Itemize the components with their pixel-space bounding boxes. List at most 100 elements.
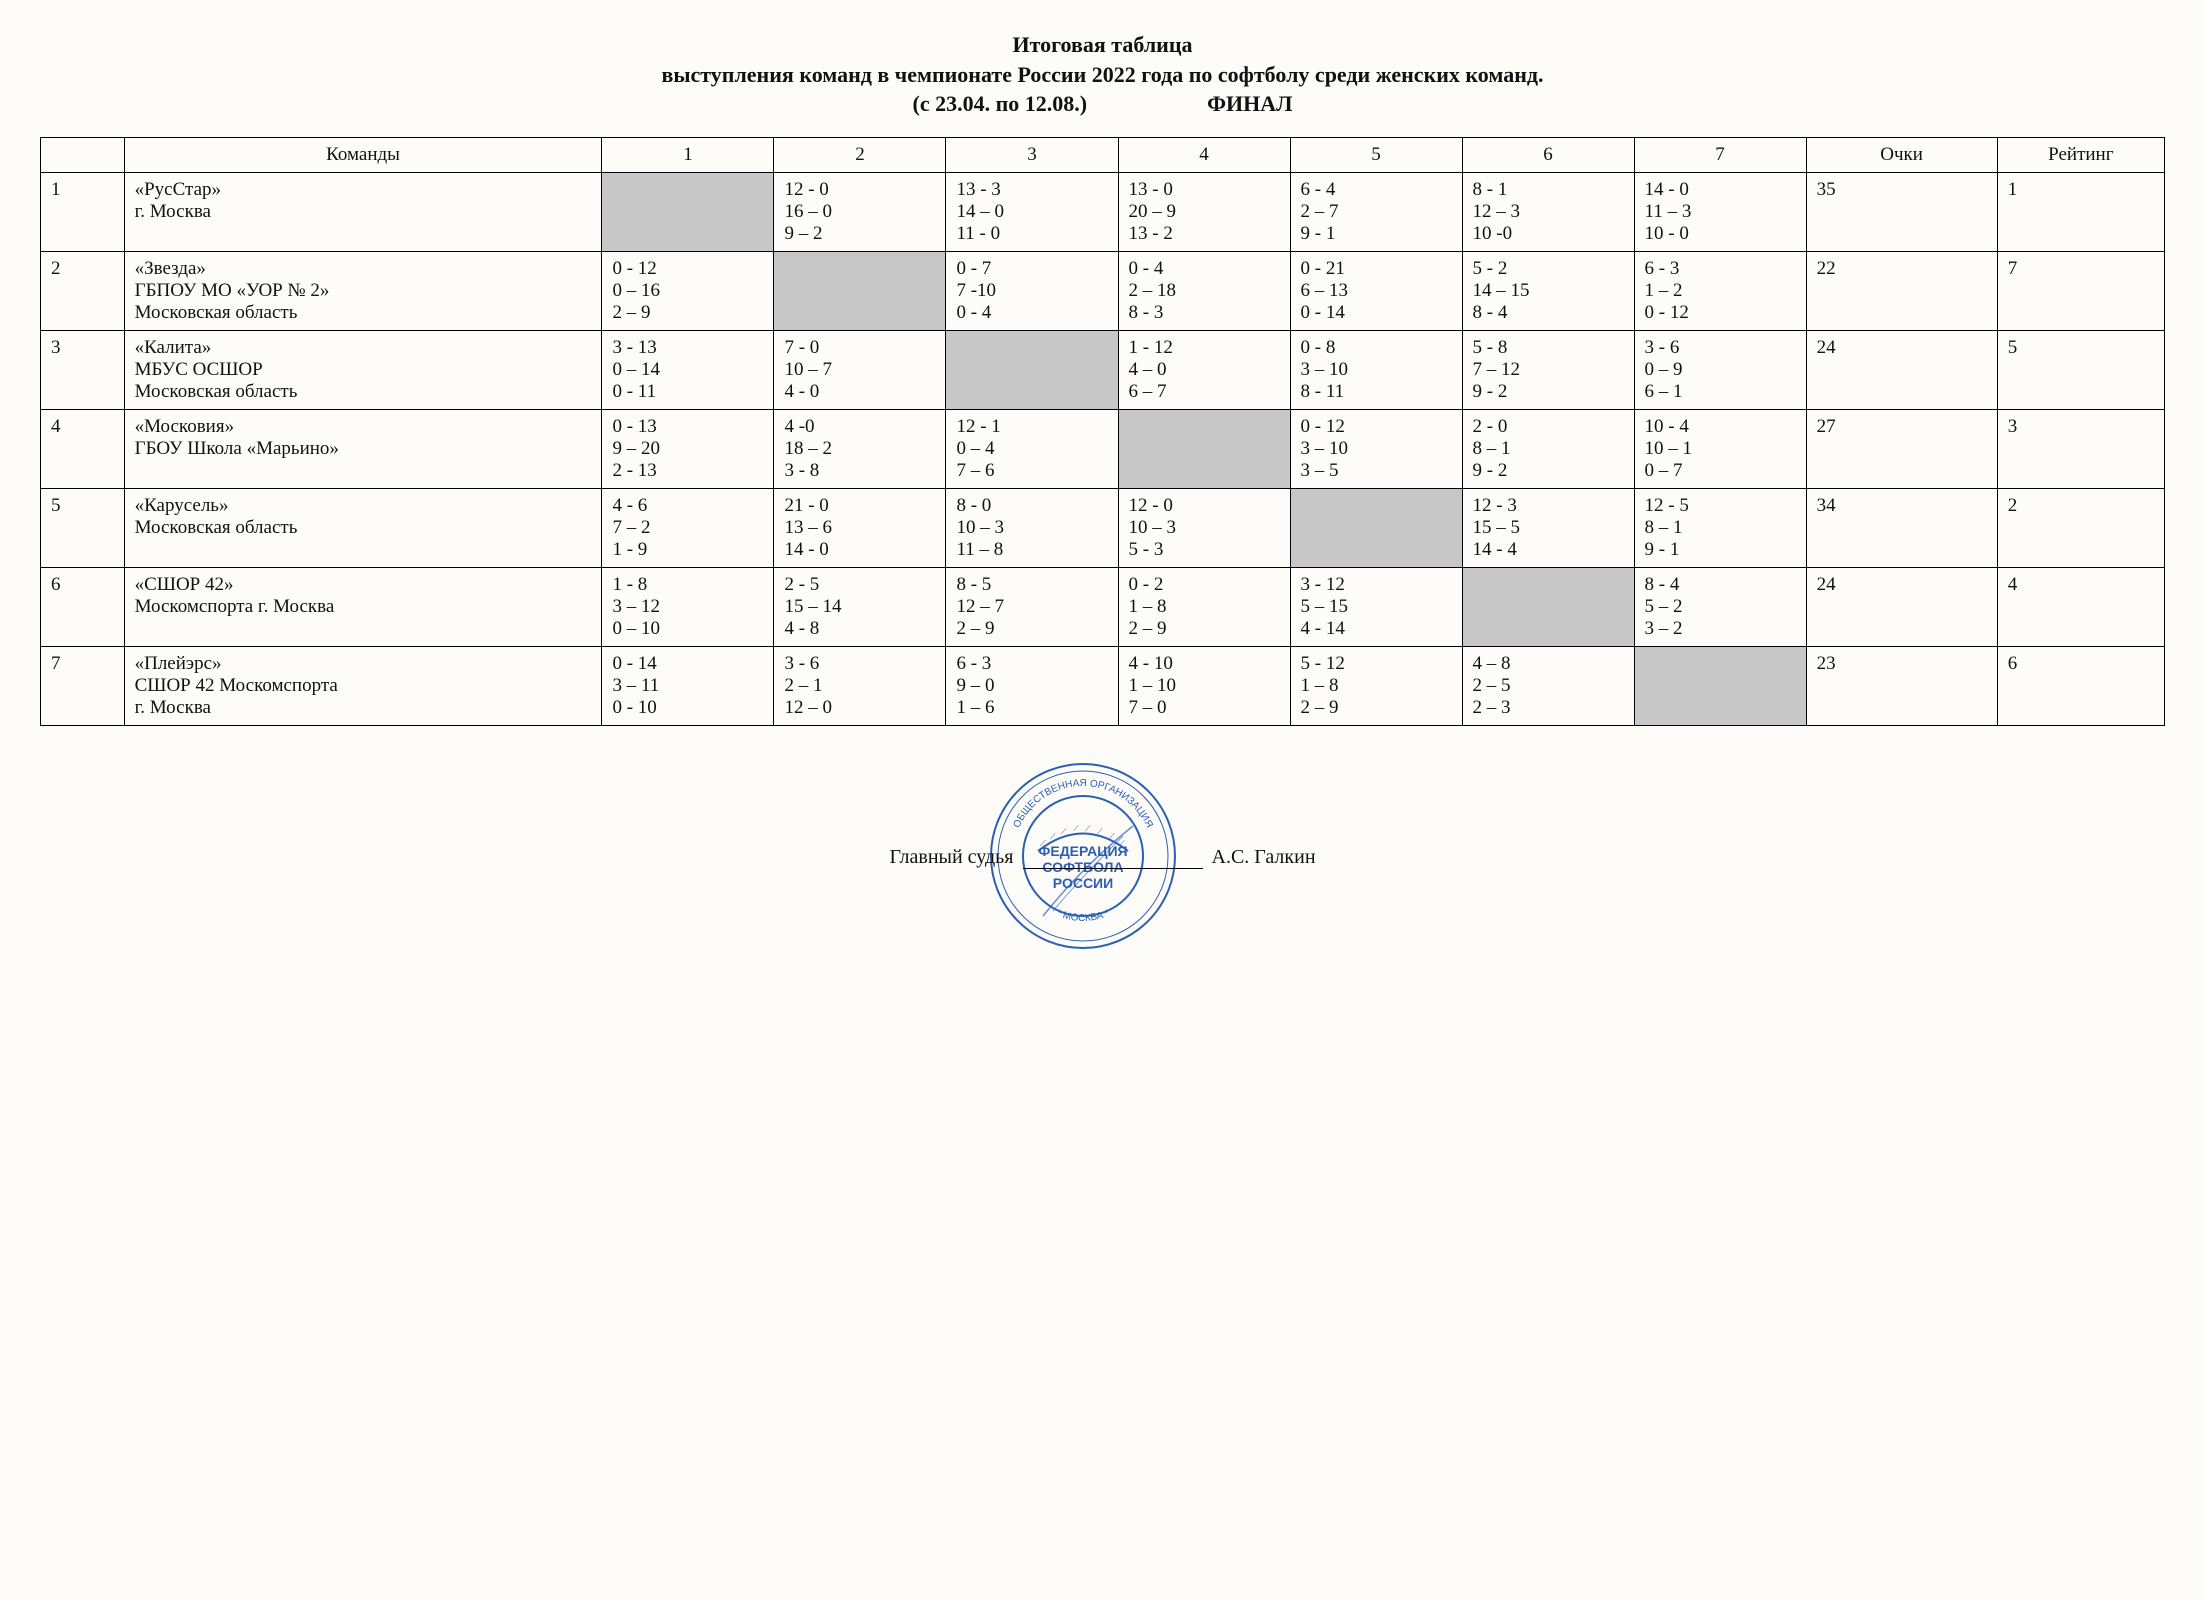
score-cell: 8 - 512 – 72 – 9: [946, 568, 1118, 647]
team-name: «Московия»ГБОУ Школа «Марьино»: [124, 410, 602, 489]
score-cell: 0 - 139 – 202 - 13: [602, 410, 774, 489]
score-cell: 7 - 010 – 74 - 0: [774, 331, 946, 410]
points-cell: 22: [1806, 252, 1997, 331]
score-cell: 8 - 45 – 23 – 2: [1634, 568, 1806, 647]
team-name: «Звезда»ГБПОУ МО «УОР № 2»Московская обл…: [124, 252, 602, 331]
score-cell: 6 - 39 – 01 – 6: [946, 647, 1118, 726]
table-row: 7«Плейэрс»СШОР 42 Москомспортаг. Москва0…: [41, 647, 2165, 726]
points-cell: 27: [1806, 410, 1997, 489]
score-cell: 0 - 216 – 130 - 14: [1290, 252, 1462, 331]
score-cell: 0 - 120 – 162 – 9: [602, 252, 774, 331]
score-cell: 6 - 31 – 20 - 12: [1634, 252, 1806, 331]
score-cell: [946, 331, 1118, 410]
team-name: «Плейэрс»СШОР 42 Москомспортаг. Москва: [124, 647, 602, 726]
score-cell: 21 - 013 – 614 - 0: [774, 489, 946, 568]
col-header-5: 5: [1290, 138, 1462, 173]
score-cell: [1462, 568, 1634, 647]
score-cell: [1634, 647, 1806, 726]
team-name: «СШОР 42»Москомспорта г. Москва: [124, 568, 602, 647]
score-cell: 0 - 83 – 108 - 11: [1290, 331, 1462, 410]
footer: ОБЩЕСТВЕННАЯ ОРГАНИЗАЦИЯ * МОСКВА * ⟋⟋⟋ …: [40, 756, 2165, 936]
score-cell: [602, 173, 774, 252]
score-cell: 5 - 214 – 158 - 4: [1462, 252, 1634, 331]
rank-cell: 7: [1997, 252, 2164, 331]
col-header-7: 7: [1634, 138, 1806, 173]
score-cell: 3 - 60 – 96 – 1: [1634, 331, 1806, 410]
rank-cell: 2: [1997, 489, 2164, 568]
svg-text:⟋: ⟋: [1085, 824, 1091, 833]
score-cell: 12 - 58 – 19 - 1: [1634, 489, 1806, 568]
score-cell: 3 - 125 – 154 - 14: [1290, 568, 1462, 647]
judge-name: А.С. Галкин: [1212, 846, 1316, 868]
score-cell: 5 - 87 – 129 - 2: [1462, 331, 1634, 410]
score-cell: 12 - 016 – 09 – 2: [774, 173, 946, 252]
score-cell: 12 - 10 – 47 – 6: [946, 410, 1118, 489]
col-header-num: [41, 138, 125, 173]
rank-cell: 1: [1997, 173, 2164, 252]
score-cell: 0 - 143 – 110 - 10: [602, 647, 774, 726]
row-number: 6: [41, 568, 125, 647]
judge-signature-line: Главный судья А.С. Галкин: [889, 846, 1315, 869]
judge-label: Главный судья: [889, 846, 1013, 868]
svg-text:⟋: ⟋: [1073, 824, 1079, 833]
score-cell: 0 - 123 – 103 – 5: [1290, 410, 1462, 489]
points-cell: 34: [1806, 489, 1997, 568]
svg-text:⟋: ⟋: [1097, 827, 1103, 836]
table-header-row: Команды 1 2 3 4 5 6 7 Очки Рейтинг: [41, 138, 2165, 173]
score-cell: 1 - 124 – 06 – 7: [1118, 331, 1290, 410]
score-cell: 4 – 82 – 52 – 3: [1462, 647, 1634, 726]
points-cell: 24: [1806, 331, 1997, 410]
rank-cell: 4: [1997, 568, 2164, 647]
points-cell: 24: [1806, 568, 1997, 647]
score-cell: 4 - 101 – 107 – 0: [1118, 647, 1290, 726]
points-cell: 35: [1806, 173, 1997, 252]
svg-text:⟋: ⟋: [1050, 832, 1056, 841]
table-row: 4«Московия»ГБОУ Школа «Марьино»0 - 139 –…: [41, 410, 2165, 489]
col-header-1: 1: [602, 138, 774, 173]
score-cell: 12 - 315 – 514 - 4: [1462, 489, 1634, 568]
header-line-2: выступления команд в чемпионате России 2…: [40, 60, 2165, 90]
row-number: 4: [41, 410, 125, 489]
score-cell: 12 - 010 – 35 - 3: [1118, 489, 1290, 568]
score-cell: 3 - 62 – 112 – 0: [774, 647, 946, 726]
row-number: 7: [41, 647, 125, 726]
row-number: 5: [41, 489, 125, 568]
rank-cell: 3: [1997, 410, 2164, 489]
table-row: 1«РусСтар»г. Москва12 - 016 – 09 – 213 -…: [41, 173, 2165, 252]
score-cell: 13 - 314 – 011 - 0: [946, 173, 1118, 252]
score-cell: 1 - 83 – 120 – 10: [602, 568, 774, 647]
score-cell: [774, 252, 946, 331]
score-cell: 14 - 011 – 310 - 0: [1634, 173, 1806, 252]
score-cell: 10 - 410 – 10 – 7: [1634, 410, 1806, 489]
col-header-points: Очки: [1806, 138, 1997, 173]
page-header: Итоговая таблица выступления команд в че…: [40, 30, 2165, 119]
row-number: 1: [41, 173, 125, 252]
score-cell: [1290, 489, 1462, 568]
table-row: 6«СШОР 42»Москомспорта г. Москва1 - 83 –…: [41, 568, 2165, 647]
score-cell: 3 - 130 – 140 - 11: [602, 331, 774, 410]
score-cell: 5 - 121 – 82 – 9: [1290, 647, 1462, 726]
row-number: 2: [41, 252, 125, 331]
team-name: «Калита»МБУС ОСШОРМосковская область: [124, 331, 602, 410]
score-cell: 2 - 515 – 144 - 8: [774, 568, 946, 647]
table-row: 3«Калита»МБУС ОСШОРМосковская область3 -…: [41, 331, 2165, 410]
table-row: 2«Звезда»ГБПОУ МО «УОР № 2»Московская об…: [41, 252, 2165, 331]
table-body: 1«РусСтар»г. Москва12 - 016 – 09 – 213 -…: [41, 173, 2165, 726]
score-cell: 8 - 112 – 310 -0: [1462, 173, 1634, 252]
score-cell: 13 - 020 – 913 - 2: [1118, 173, 1290, 252]
signature-underline: [1023, 868, 1203, 869]
score-cell: 4 -018 – 23 - 8: [774, 410, 946, 489]
score-cell: 2 - 08 – 19 - 2: [1462, 410, 1634, 489]
points-cell: 23: [1806, 647, 1997, 726]
score-cell: 6 - 42 – 79 - 1: [1290, 173, 1462, 252]
col-header-4: 4: [1118, 138, 1290, 173]
team-name: «Карусель»Московская область: [124, 489, 602, 568]
score-cell: 4 - 67 – 21 - 9: [602, 489, 774, 568]
row-number: 3: [41, 331, 125, 410]
col-header-2: 2: [774, 138, 946, 173]
score-cell: [1118, 410, 1290, 489]
team-name: «РусСтар»г. Москва: [124, 173, 602, 252]
results-table: Команды 1 2 3 4 5 6 7 Очки Рейтинг 1«Рус…: [40, 137, 2165, 726]
svg-text:⟋: ⟋: [1061, 827, 1067, 836]
rank-cell: 6: [1997, 647, 2164, 726]
